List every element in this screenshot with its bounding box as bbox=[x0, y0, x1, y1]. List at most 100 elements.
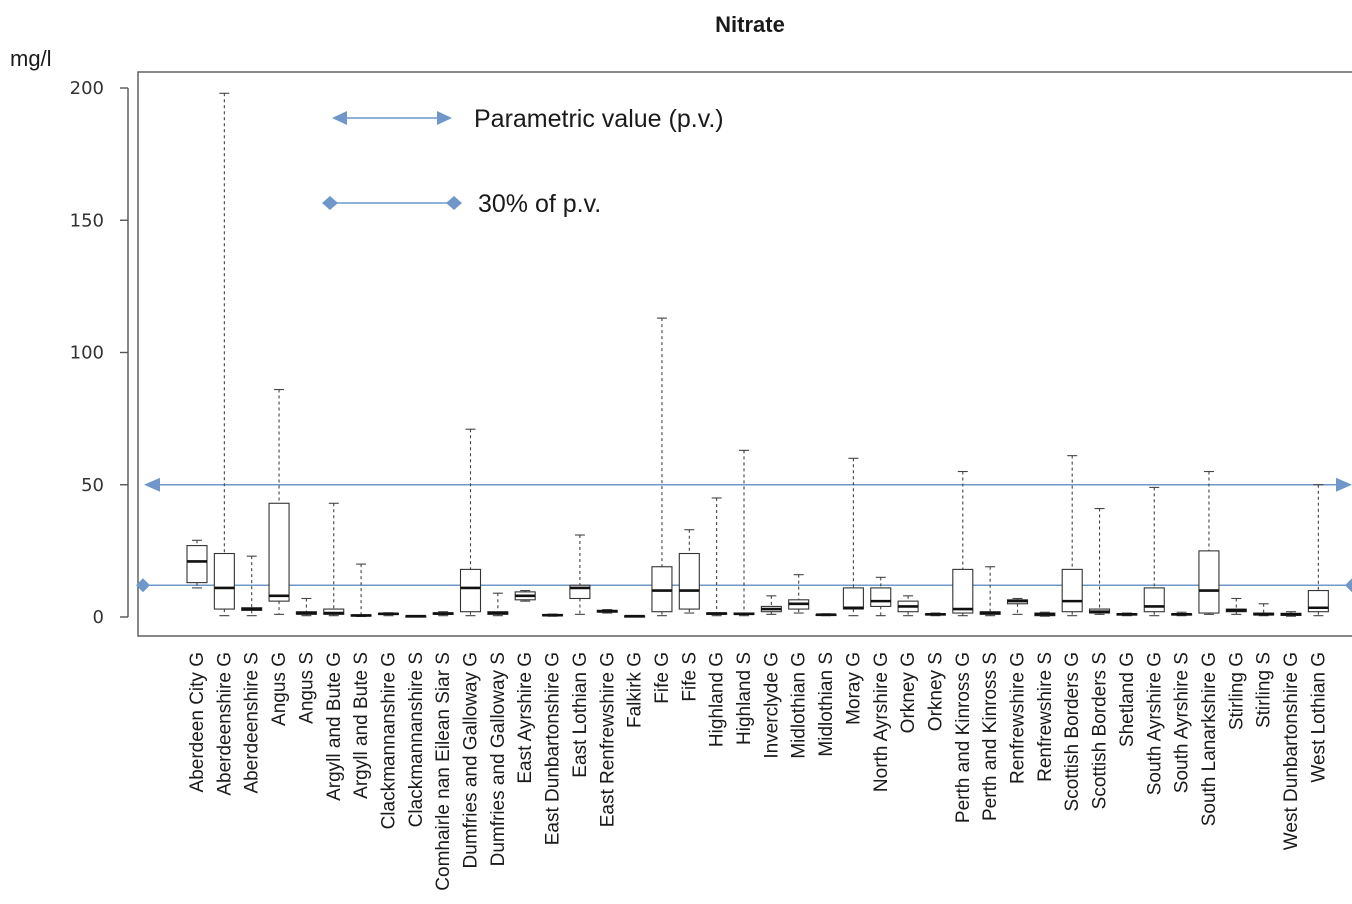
category-label: Argyll and Bute S bbox=[351, 652, 372, 799]
box bbox=[1253, 603, 1275, 617]
box bbox=[541, 613, 564, 617]
box bbox=[651, 317, 673, 617]
category-label: East Dunbartonshire G bbox=[543, 652, 564, 845]
box bbox=[870, 576, 892, 617]
box bbox=[1280, 611, 1302, 617]
category-label: Falkirk G bbox=[625, 652, 646, 728]
category-label: Aberdeenshire S bbox=[242, 652, 263, 794]
category-label: Moray G bbox=[843, 652, 864, 725]
category-label: Midlothian S bbox=[816, 652, 837, 757]
box-iqr bbox=[459, 568, 482, 613]
box bbox=[1089, 508, 1111, 615]
category-label: South Lanarkshire G bbox=[1199, 652, 1220, 826]
box bbox=[897, 595, 919, 617]
category-label: Scottish Borders S bbox=[1090, 652, 1111, 809]
box bbox=[459, 428, 482, 617]
box bbox=[1307, 484, 1329, 617]
box bbox=[733, 449, 755, 617]
box bbox=[487, 592, 509, 617]
reference-lines bbox=[136, 477, 1352, 593]
legend-30pct-diamond bbox=[322, 196, 338, 210]
category-label: Inverclyde G bbox=[761, 652, 782, 759]
box-iqr bbox=[1198, 550, 1220, 614]
category-label: South Ayrshire S bbox=[1172, 652, 1193, 793]
box-iqr bbox=[952, 568, 974, 614]
box-iqr bbox=[651, 566, 673, 613]
y-axis-unit-label: mg/l bbox=[10, 46, 52, 71]
y-tick-label: 100 bbox=[70, 343, 104, 364]
box bbox=[432, 611, 454, 617]
box-iqr bbox=[268, 502, 290, 602]
box bbox=[760, 595, 782, 615]
box bbox=[1116, 612, 1138, 617]
box bbox=[241, 555, 263, 617]
box bbox=[979, 566, 1001, 617]
category-label: Renfrewshire G bbox=[1008, 652, 1029, 784]
category-label: Argyll and Bute G bbox=[324, 652, 345, 801]
plot-frame bbox=[137, 71, 1352, 637]
box bbox=[323, 502, 345, 617]
category-label: Stirling S bbox=[1254, 652, 1275, 728]
category-label: East Ayrshire G bbox=[515, 652, 536, 784]
box bbox=[788, 574, 810, 614]
legend-pv-arrowhead bbox=[332, 111, 347, 125]
category-label: Angus G bbox=[269, 652, 290, 726]
box bbox=[706, 497, 728, 617]
box bbox=[1006, 597, 1029, 615]
box-iqr bbox=[678, 552, 700, 610]
legend-30pct-diamond bbox=[446, 196, 462, 210]
box bbox=[295, 597, 317, 617]
box bbox=[268, 388, 290, 615]
category-label: North Ayrshire G bbox=[871, 652, 892, 792]
box bbox=[1171, 611, 1193, 617]
category-label: Highland S bbox=[734, 652, 755, 745]
legend-30pct-label: 30% of p.v. bbox=[478, 190, 601, 218]
box bbox=[842, 457, 864, 617]
box bbox=[815, 613, 837, 617]
category-label: Orkney S bbox=[925, 652, 946, 731]
box-iqr bbox=[870, 587, 892, 607]
box bbox=[1061, 455, 1083, 617]
box-iqr bbox=[1307, 589, 1329, 613]
category-label: Comhairle nan Eilean Siar S bbox=[433, 652, 454, 891]
category-label-group: Aberdeen City G Aberdeenshire G Aberdeensh… bbox=[187, 652, 1329, 891]
box-iqr bbox=[1143, 587, 1165, 613]
y-tick-group: 0 50 100 150 200 bbox=[70, 78, 128, 628]
box-iqr bbox=[323, 608, 345, 615]
y-tick-label: 0 bbox=[93, 607, 104, 628]
category-label: East Lothian G bbox=[570, 652, 591, 778]
category-label: Shetland G bbox=[1117, 652, 1138, 747]
box bbox=[377, 612, 400, 617]
category-label: Midlothian G bbox=[789, 652, 810, 759]
category-label: South Ayrshire G bbox=[1144, 652, 1165, 795]
category-label: Dumfries and Galloway G bbox=[461, 652, 482, 868]
category-label: Orkney G bbox=[898, 652, 919, 733]
box bbox=[624, 614, 646, 618]
category-label: East Renfrewshire G bbox=[597, 652, 618, 827]
category-label: Clackmannanshire G bbox=[378, 652, 399, 829]
reference-line-diamond bbox=[136, 578, 150, 593]
reference-line-diamond bbox=[1345, 578, 1352, 593]
box bbox=[1198, 470, 1220, 615]
box bbox=[569, 534, 591, 615]
reference-line-arrowhead bbox=[1336, 477, 1352, 492]
category-label: Stirling G bbox=[1226, 652, 1247, 730]
legend-pv-label: Parametric value (p.v.) bbox=[474, 105, 724, 133]
reference-line-arrowhead bbox=[144, 477, 160, 492]
box-iqr bbox=[186, 545, 208, 584]
category-label: Perth and Kinross G bbox=[953, 652, 974, 823]
category-label: Dumfries and Galloway S bbox=[488, 652, 509, 866]
category-label: Fife S bbox=[679, 652, 700, 702]
category-label: Perth and Kinross S bbox=[980, 652, 1001, 821]
box-group bbox=[186, 92, 1329, 618]
legend: Parametric value (p.v.) 30% of p.v. bbox=[322, 105, 724, 218]
box bbox=[1143, 486, 1165, 617]
y-tick-label: 150 bbox=[70, 210, 104, 231]
box bbox=[186, 539, 208, 589]
box-iqr bbox=[1061, 568, 1083, 613]
category-label: Scottish Borders G bbox=[1062, 652, 1083, 811]
category-label: West Dunbartonshire G bbox=[1281, 652, 1302, 850]
box bbox=[678, 529, 700, 614]
box-iqr bbox=[213, 552, 235, 610]
